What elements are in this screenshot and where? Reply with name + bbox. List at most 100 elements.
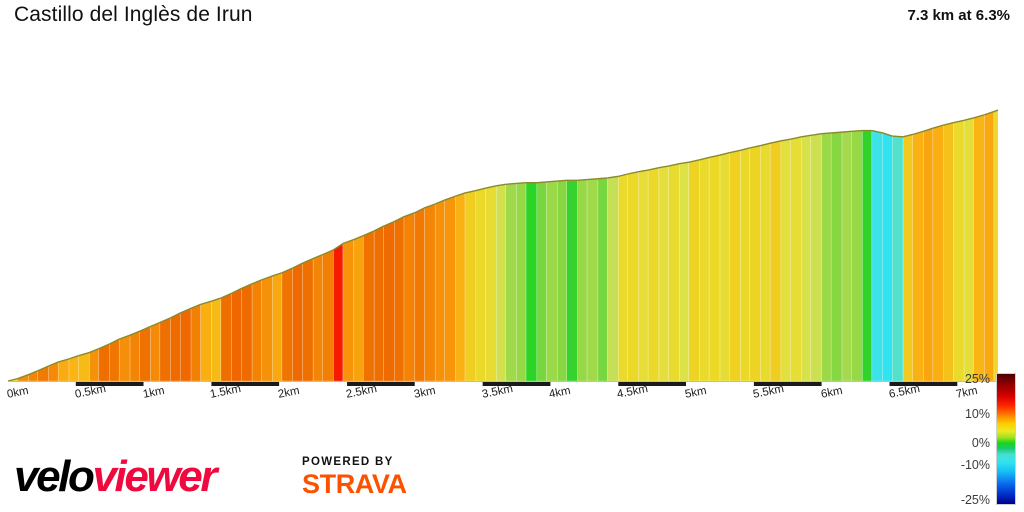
profile-segment[interactable]	[312, 254, 323, 382]
profile-segment[interactable]	[546, 180, 558, 382]
x-axis-tick-bar	[8, 382, 76, 386]
profile-segment[interactable]	[505, 183, 517, 382]
profile-segment[interactable]	[740, 147, 751, 382]
profile-segment[interactable]	[882, 132, 893, 382]
profile-segment[interactable]	[607, 176, 619, 382]
profile-segment[interactable]	[251, 279, 262, 382]
profile-segment[interactable]	[455, 192, 466, 382]
profile-segments[interactable]	[7, 109, 999, 382]
profile-segment[interactable]	[810, 133, 822, 382]
profile-segment[interactable]	[801, 134, 812, 382]
profile-segment[interactable]	[342, 239, 355, 382]
profile-segment[interactable]	[516, 182, 527, 382]
profile-segment[interactable]	[658, 165, 669, 382]
veloviewer-logo[interactable]: veloviewer	[14, 452, 217, 502]
profile-segment[interactable]	[963, 117, 974, 382]
profile-segment[interactable]	[363, 230, 375, 382]
profile-segment[interactable]	[708, 154, 721, 382]
profile-segment[interactable]	[932, 124, 944, 382]
profile-segment[interactable]	[760, 142, 771, 382]
profile-segment[interactable]	[536, 181, 547, 382]
profile-segment[interactable]	[150, 322, 161, 382]
profile-segment[interactable]	[780, 138, 791, 382]
profile-segment[interactable]	[862, 130, 873, 382]
profile-segment[interactable]	[231, 288, 242, 382]
profile-segment[interactable]	[139, 326, 151, 382]
legend-tick-label: 25%	[964, 372, 990, 386]
profile-segment[interactable]	[292, 262, 303, 382]
profile-segment[interactable]	[577, 179, 588, 382]
profile-segment[interactable]	[424, 203, 436, 382]
profile-segment[interactable]	[993, 109, 999, 382]
profile-segment[interactable]	[383, 221, 395, 382]
profile-segment[interactable]	[821, 132, 832, 382]
profile-segment[interactable]	[627, 171, 639, 382]
profile-segment[interactable]	[190, 303, 201, 382]
profile-segment[interactable]	[729, 149, 741, 382]
profile-segment[interactable]	[902, 134, 913, 382]
profile-segment[interactable]	[679, 161, 690, 382]
profile-segment[interactable]	[464, 190, 477, 382]
profile-segment[interactable]	[179, 307, 192, 382]
profile-segment[interactable]	[597, 177, 608, 382]
profile-segment[interactable]	[557, 180, 567, 382]
profile-segment[interactable]	[618, 173, 629, 382]
profile-segment[interactable]	[394, 216, 405, 382]
profile-segment[interactable]	[241, 283, 253, 382]
profile-segment[interactable]	[647, 167, 660, 382]
profile-segment[interactable]	[373, 225, 384, 382]
profile-segment[interactable]	[333, 243, 344, 382]
profile-segment[interactable]	[109, 338, 120, 382]
profile-segment[interactable]	[525, 182, 538, 382]
profile-segment[interactable]	[68, 355, 79, 382]
profile-segment[interactable]	[78, 352, 90, 382]
profile-segment[interactable]	[719, 152, 730, 382]
profile-segment[interactable]	[749, 145, 761, 382]
profile-segment[interactable]	[668, 163, 680, 382]
profile-segment[interactable]	[923, 127, 934, 382]
profile-segment[interactable]	[912, 130, 924, 382]
profile-segment[interactable]	[566, 180, 578, 382]
profile-segment[interactable]	[688, 159, 700, 382]
profile-segment[interactable]	[170, 312, 181, 382]
profile-segment[interactable]	[871, 130, 883, 382]
x-axis-tick-bar	[686, 382, 754, 386]
profile-segment[interactable]	[261, 275, 273, 382]
profile-segment[interactable]	[353, 235, 364, 382]
profile-segment[interactable]	[159, 317, 171, 382]
profile-segment[interactable]	[830, 131, 843, 382]
profile-segment[interactable]	[485, 185, 497, 382]
profile-segment[interactable]	[586, 178, 599, 382]
profile-segment[interactable]	[272, 272, 283, 382]
profile-segment[interactable]	[790, 136, 802, 382]
profile-segment[interactable]	[891, 135, 904, 382]
profile-segment[interactable]	[98, 343, 110, 382]
profile-segment[interactable]	[129, 330, 140, 382]
profile-segment[interactable]	[953, 119, 965, 382]
profile-segment[interactable]	[973, 114, 985, 382]
profile-segment[interactable]	[89, 348, 100, 382]
profile-segment[interactable]	[403, 212, 416, 382]
profile-segment[interactable]	[475, 187, 486, 382]
profile-segment[interactable]	[495, 183, 506, 382]
profile-segment[interactable]	[769, 140, 782, 382]
profile-segment[interactable]	[444, 195, 456, 382]
elevation-profile-svg[interactable]	[0, 40, 1024, 395]
profile-segment[interactable]	[200, 300, 212, 382]
profile-segment[interactable]	[841, 131, 852, 382]
profile-segment[interactable]	[434, 199, 445, 382]
profile-segment[interactable]	[211, 297, 222, 382]
profile-segment[interactable]	[699, 157, 710, 382]
profile-segment[interactable]	[302, 258, 314, 382]
profile-segment[interactable]	[414, 207, 425, 382]
profile-segment[interactable]	[281, 267, 294, 382]
elevation-profile-plot[interactable]	[0, 40, 1024, 395]
profile-segment[interactable]	[851, 130, 863, 382]
profile-segment[interactable]	[984, 111, 995, 382]
profile-segment[interactable]	[943, 122, 954, 382]
profile-segment[interactable]	[220, 292, 233, 382]
profile-segment[interactable]	[322, 249, 334, 382]
strava-attribution[interactable]: POWERED BY STRAVA	[302, 456, 432, 499]
profile-segment[interactable]	[638, 169, 649, 382]
profile-segment[interactable]	[118, 334, 131, 382]
